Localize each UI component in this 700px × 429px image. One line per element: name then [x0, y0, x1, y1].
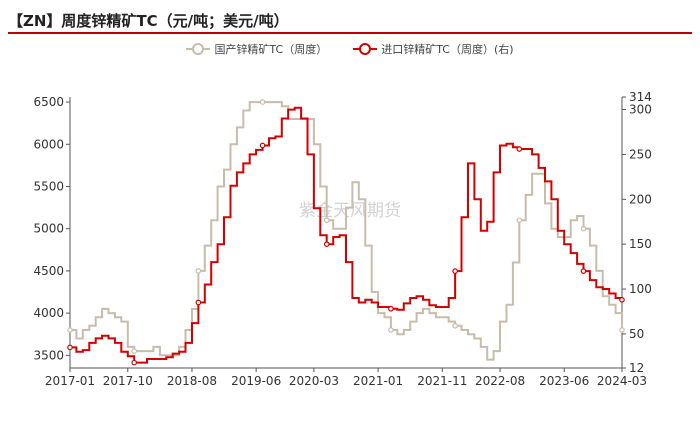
data-point-domestic — [516, 217, 523, 224]
axes: 3500 4000 4500 5000 5500 6000 6500 12 50 100 150 20… — [33, 90, 651, 388]
data-point-domestic — [131, 348, 137, 354]
title-divider — [8, 32, 692, 34]
data-point-domestic — [323, 217, 330, 224]
right-tick-label: 314 — [629, 90, 652, 104]
x-tick-label: 2021-11 — [417, 374, 467, 388]
chart-title: 【ZN】周度锌精矿TC（元/吨；美元/吨） — [8, 12, 289, 30]
data-point-imported — [195, 299, 202, 306]
data-point-imported — [580, 268, 587, 274]
data-point-imported — [516, 146, 523, 152]
x-tick-label: 2022-08 — [475, 374, 525, 388]
legend-swatch-imported — [353, 43, 378, 55]
legend-swatch-domestic — [186, 43, 211, 55]
right-tick-label: 200 — [629, 192, 652, 206]
right-tick-label: 150 — [629, 237, 652, 251]
watermark: 紫金天风期货 — [299, 201, 401, 221]
data-point-imported — [131, 359, 137, 366]
x-tick-label: 2019-06 — [231, 374, 281, 388]
x-tick-label: 2024-03 — [597, 374, 647, 388]
data-point-imported — [452, 268, 458, 274]
data-point-domestic — [67, 327, 73, 333]
legend: 国产锌精矿TC（周度） 进口锌精矿TC（周度）(右) — [0, 41, 700, 57]
data-point-domestic — [195, 268, 202, 274]
data-point-domestic — [580, 225, 587, 232]
legend-item-domestic[interactable]: 国产锌精矿TC（周度） — [186, 41, 327, 57]
legend-label-imported: 进口锌精矿TC（周度）(右) — [381, 43, 514, 56]
x-tick-label: 2017-01 — [45, 374, 95, 388]
x-tick-label: 2018-08 — [167, 374, 217, 388]
data-point-domestic — [388, 327, 394, 333]
x-tick-label: 2020-03 — [289, 374, 339, 388]
right-tick-label: 12 — [629, 361, 644, 375]
data-point-domestic — [452, 322, 458, 329]
left-tick-label: 5500 — [33, 179, 64, 193]
legend-item-imported[interactable]: 进口锌精矿TC（周度）(右) — [353, 41, 514, 57]
series-lines — [67, 99, 625, 366]
data-point-imported — [619, 297, 625, 303]
left-tick-label: 6000 — [33, 137, 64, 151]
data-point-domestic — [619, 327, 625, 333]
data-point-imported — [259, 142, 266, 149]
left-tick-label: 5000 — [33, 222, 64, 236]
data-point-domestic — [259, 99, 266, 105]
series-line-domestic — [70, 101, 623, 361]
left-tick-label: 6500 — [33, 95, 64, 109]
legend-label-domestic: 国产锌精矿TC（周度） — [214, 43, 328, 56]
right-tick-label: 300 — [629, 103, 652, 117]
left-tick-label: 3500 — [33, 348, 64, 362]
data-point-imported — [323, 241, 330, 247]
right-tick-label: 250 — [629, 147, 652, 161]
right-tick-label: 50 — [629, 327, 644, 341]
series-line-imported — [70, 106, 623, 364]
x-tick-label: 2023-06 — [539, 374, 589, 388]
left-tick-label: 4500 — [33, 264, 64, 278]
data-point-imported — [67, 344, 73, 351]
x-tick-label: 2017-10 — [103, 374, 153, 388]
right-tick-label: 100 — [629, 282, 652, 296]
data-point-imported — [388, 305, 394, 312]
x-tick-label: 2021-01 — [353, 374, 403, 388]
left-tick-label: 4000 — [33, 306, 64, 320]
